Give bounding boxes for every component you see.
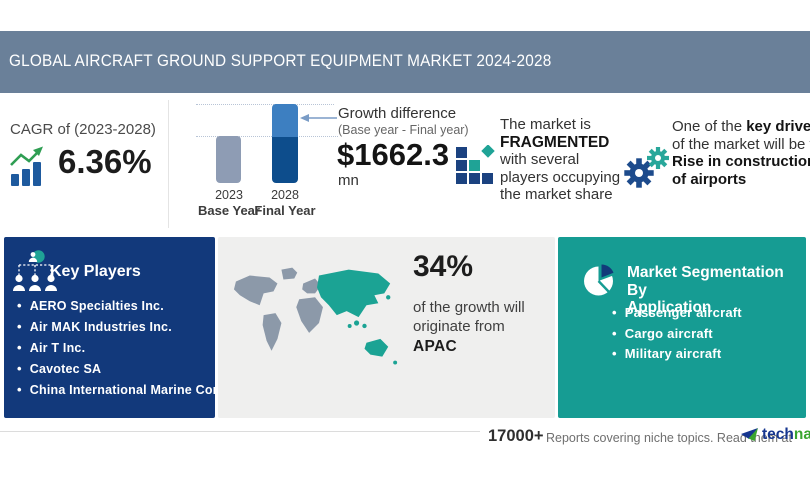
guide-line-base — [196, 136, 338, 137]
list-item: AERO Specialties Inc. — [17, 299, 239, 313]
segmentation-list: Passenger aircraft Cargo aircraft Milita… — [612, 306, 742, 368]
bar-2028-year: 2028 — [271, 188, 299, 202]
apac-percent: 34% — [413, 250, 474, 283]
list-item: Air MAK Industries Inc. — [17, 320, 239, 334]
bar-chart-rising-icon — [10, 146, 43, 186]
bar-2023 — [216, 136, 241, 183]
footer-divider — [0, 431, 480, 432]
callout-arrow-icon — [300, 114, 337, 122]
technavio-logo[interactable]: technavio — [741, 426, 810, 444]
key-players-title: Key Players — [50, 263, 141, 280]
fragmented-line5: the market share — [500, 186, 613, 203]
cagr-label: CAGR of (2023-2028) — [10, 121, 156, 138]
brand-text-blue: tech — [762, 426, 794, 443]
drivers-line3: Rise in construction — [672, 153, 810, 170]
gears-icon — [624, 147, 669, 188]
list-item: China International Marine Conta.. — [17, 383, 239, 397]
apac-line1: of the growth will — [413, 299, 525, 316]
fragmented-line1: The market is — [500, 116, 591, 133]
world-map — [233, 267, 398, 365]
growth-difference-amount: $1662.3 — [337, 137, 450, 172]
key-players-panel: Key Players AERO Specialties Inc. Air MA… — [4, 237, 239, 418]
paper-plane-icon — [741, 428, 758, 441]
bar-2023-year: 2023 — [215, 188, 243, 202]
apac-region: APAC — [413, 338, 457, 355]
section-divider — [168, 100, 169, 228]
growth-difference-unit: mn — [338, 172, 359, 189]
segmentation-panel: Market Segmentation By Application Passe… — [558, 237, 806, 418]
bar-2028-caption: Final Year — [254, 203, 316, 218]
scattered-squares-icon — [456, 145, 495, 184]
list-item: Cargo aircraft — [612, 327, 742, 340]
growth-difference-subtitle: (Base year - Final year) — [338, 123, 469, 137]
fragmented-line3: with several — [500, 151, 580, 168]
footer-report-count: 17000+ — [488, 427, 544, 445]
list-item: Passenger aircraft — [612, 306, 742, 319]
fragmented-line4: players occupying — [500, 168, 621, 186]
fragmented-highlight: FRAGMENTED — [500, 133, 610, 151]
footer-caption: Reports covering niche topics. Read them… — [546, 431, 792, 445]
bar-2028-growth-segment — [272, 104, 298, 137]
apac-growth-panel: 34% of the growth will originate from AP… — [218, 237, 555, 418]
title-band: GLOBAL AIRCRAFT GROUND SUPPORT EQUIPMENT… — [0, 31, 810, 93]
org-chart-people-icon — [13, 250, 57, 291]
growth-difference-title: Growth difference — [338, 105, 457, 122]
guide-line-top — [196, 104, 334, 105]
drivers-line1: One of the key drivers — [672, 118, 810, 135]
pie-chart-icon — [584, 263, 615, 296]
key-players-list: AERO Specialties Inc. Air MAK Industries… — [17, 299, 239, 404]
list-item: Air T Inc. — [17, 341, 239, 355]
drivers-line2: of the market will be the — [672, 135, 810, 153]
list-item: Military aircraft — [612, 347, 742, 360]
page-title: GLOBAL AIRCRAFT GROUND SUPPORT EQUIPMENT… — [9, 52, 552, 70]
brand-text-green: navio — [793, 426, 810, 443]
list-item: Cavotec SA — [17, 362, 239, 376]
key-drivers-text: One of the key drivers of the market wil… — [672, 118, 810, 188]
drivers-line4: of airports — [672, 170, 747, 188]
cagr-value: 6.36% — [58, 143, 152, 180]
bar-2023-caption: Base Year — [198, 203, 260, 218]
bar-2028-base-segment — [272, 137, 298, 183]
fragmented-text: The market is FRAGMENTED with several pl… — [500, 116, 620, 204]
apac-line2: originate from — [413, 318, 505, 335]
